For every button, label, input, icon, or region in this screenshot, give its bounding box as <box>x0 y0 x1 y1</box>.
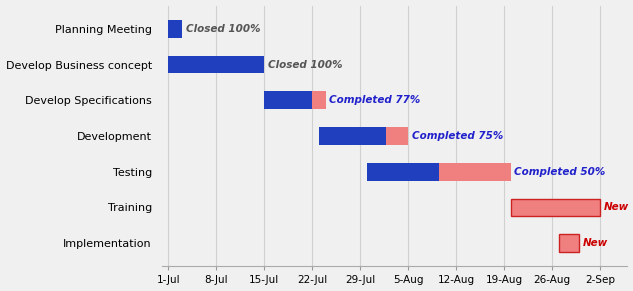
Bar <box>312 91 326 109</box>
Bar <box>367 163 439 181</box>
Text: Closed 100%: Closed 100% <box>185 24 260 34</box>
Bar <box>319 127 386 145</box>
Bar <box>559 234 579 252</box>
Text: Closed 100%: Closed 100% <box>268 60 342 70</box>
Bar <box>439 163 511 181</box>
Text: Completed 50%: Completed 50% <box>515 167 606 177</box>
Text: Completed 77%: Completed 77% <box>329 95 421 105</box>
Text: New: New <box>583 238 608 248</box>
Bar <box>168 20 182 38</box>
Bar <box>168 56 265 73</box>
Text: New: New <box>603 203 629 212</box>
Bar <box>511 198 600 217</box>
Text: Completed 75%: Completed 75% <box>411 131 503 141</box>
Bar <box>265 91 312 109</box>
Bar <box>386 127 408 145</box>
